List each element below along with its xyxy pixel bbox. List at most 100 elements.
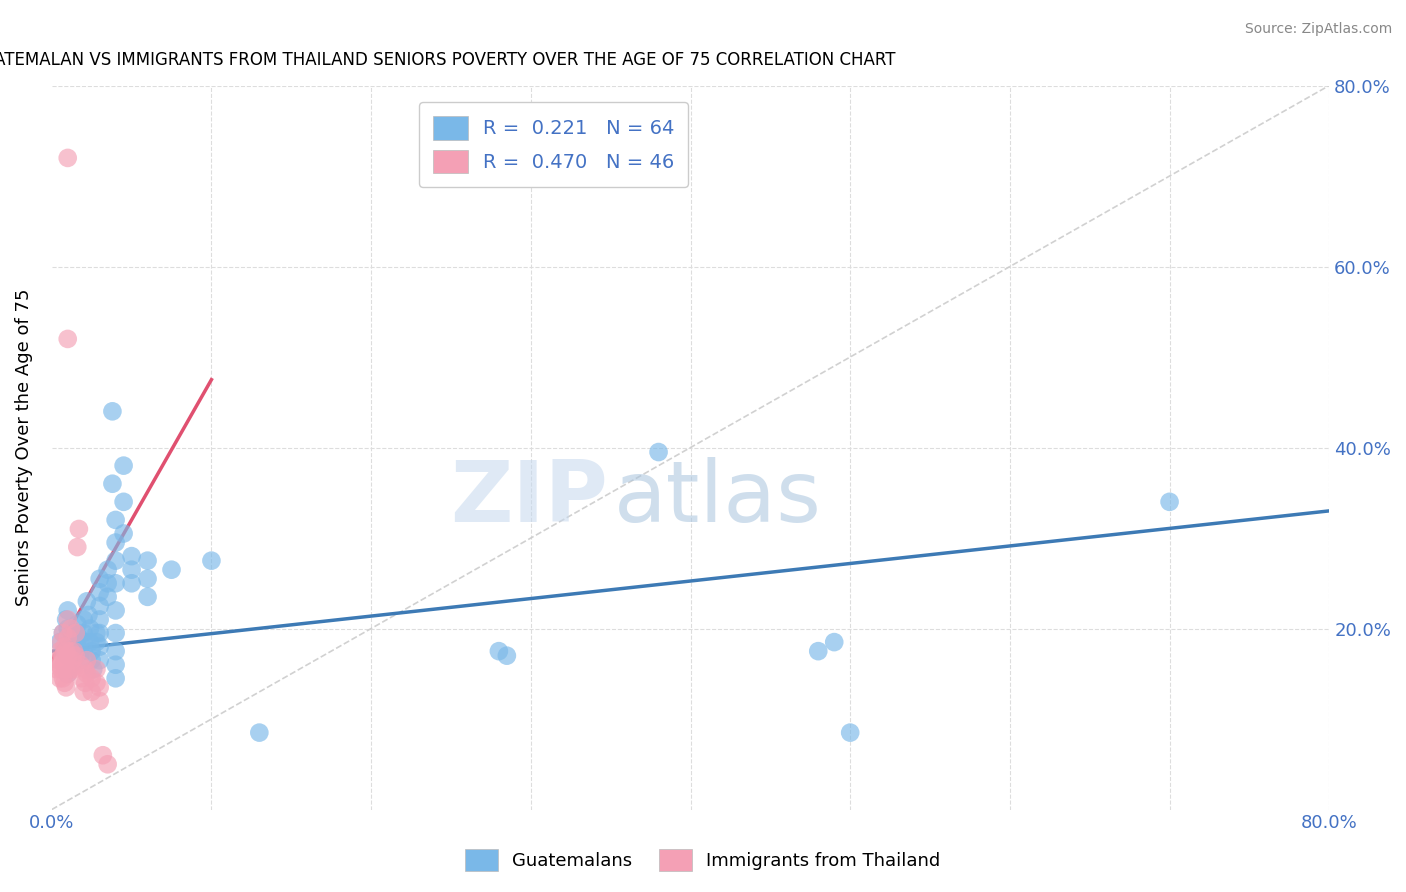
Point [51, 662, 73, 676]
Point [48, 657, 70, 672]
Point [55, 612, 77, 626]
Point [112, 526, 135, 541]
Point [89, 599, 111, 613]
Point [62, 653, 84, 667]
Point [56, 151, 79, 165]
Point [56, 666, 79, 681]
Point [823, 635, 845, 649]
Point [77, 607, 100, 622]
Point [53, 640, 76, 654]
Point [496, 648, 519, 663]
Point [65, 626, 87, 640]
Point [136, 572, 159, 586]
Point [56, 603, 79, 617]
Point [200, 554, 222, 568]
Point [70, 671, 93, 685]
Point [53, 676, 76, 690]
Point [1159, 495, 1181, 509]
Point [56, 612, 79, 626]
Point [52, 648, 75, 663]
Point [56, 631, 79, 645]
Point [65, 635, 87, 649]
Point [56, 666, 79, 681]
Point [104, 671, 127, 685]
Point [104, 657, 127, 672]
Point [104, 576, 127, 591]
Point [67, 631, 90, 645]
Point [63, 657, 86, 672]
Point [839, 725, 862, 739]
Point [69, 653, 91, 667]
Point [66, 540, 89, 554]
Point [86, 635, 108, 649]
Point [121, 563, 143, 577]
Point [63, 644, 86, 658]
Point [89, 640, 111, 654]
Point [79, 635, 101, 649]
Point [80, 671, 103, 685]
Point [76, 594, 98, 608]
Legend: Guatemalans, Immigrants from Thailand: Guatemalans, Immigrants from Thailand [458, 842, 948, 879]
Point [121, 549, 143, 563]
Point [56, 648, 79, 663]
Legend: R =  0.221   N = 64, R =  0.470   N = 46: R = 0.221 N = 64, R = 0.470 N = 46 [419, 103, 689, 186]
Point [48, 671, 70, 685]
Point [65, 648, 87, 663]
Point [112, 458, 135, 473]
Point [104, 626, 127, 640]
Point [45, 662, 67, 676]
Point [73, 612, 96, 626]
Point [52, 671, 75, 685]
Point [65, 644, 87, 658]
Point [59, 662, 82, 676]
Point [59, 644, 82, 658]
Point [136, 590, 159, 604]
Point [647, 445, 669, 459]
Point [73, 626, 96, 640]
Point [121, 576, 143, 591]
Point [76, 666, 98, 681]
Text: atlas: atlas [614, 457, 823, 540]
Point [104, 535, 127, 549]
Point [52, 626, 75, 640]
Point [89, 681, 111, 695]
Point [80, 685, 103, 699]
Point [104, 603, 127, 617]
Point [80, 644, 103, 658]
Point [48, 644, 70, 658]
Point [89, 585, 111, 599]
Point [97, 576, 120, 591]
Point [247, 725, 270, 739]
Point [97, 563, 120, 577]
Point [136, 554, 159, 568]
Point [73, 685, 96, 699]
Point [51, 635, 73, 649]
Point [73, 635, 96, 649]
Point [91, 748, 114, 763]
Point [104, 554, 127, 568]
Text: ZIP: ZIP [450, 457, 607, 540]
Point [82, 662, 104, 676]
Point [63, 662, 86, 676]
Point [75, 662, 97, 676]
Point [89, 694, 111, 708]
Point [97, 590, 120, 604]
Point [55, 644, 77, 658]
Point [53, 644, 76, 658]
Point [86, 662, 108, 676]
Point [59, 640, 82, 654]
Text: Source: ZipAtlas.com: Source: ZipAtlas.com [1244, 22, 1392, 37]
Point [48, 635, 70, 649]
Point [101, 476, 124, 491]
Point [56, 332, 79, 346]
Point [488, 644, 510, 658]
Point [53, 657, 76, 672]
Point [101, 404, 124, 418]
Point [80, 653, 103, 667]
Point [56, 622, 79, 636]
Point [89, 612, 111, 626]
Y-axis label: Seniors Poverty Over the Age of 75: Seniors Poverty Over the Age of 75 [15, 289, 32, 607]
Point [89, 626, 111, 640]
Point [160, 563, 183, 577]
Point [807, 644, 830, 658]
